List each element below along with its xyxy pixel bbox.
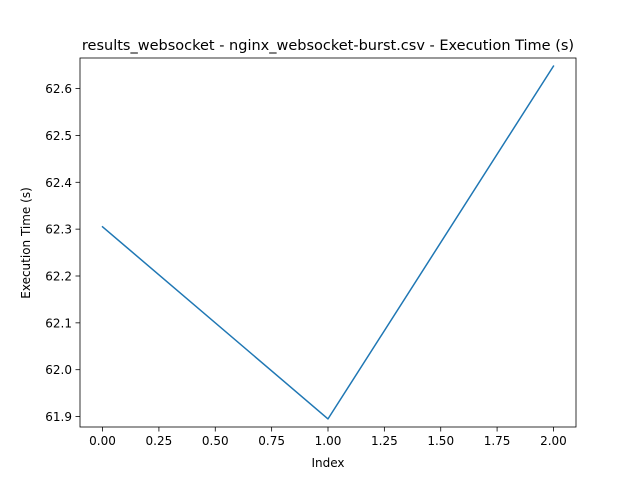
y-tick-label: 62.1 [45,316,72,330]
x-tick-label: 1.50 [427,434,454,448]
x-tick-label: 1.25 [371,434,398,448]
plot-frame [79,57,577,428]
y-tick-label: 62.4 [45,176,72,190]
x-tick-label: 0.75 [258,434,285,448]
x-tick-label: 0.50 [202,434,229,448]
plot-area: 0.00 0.25 0.50 0.75 1.00 1.25 1.50 1.75 2.00 61.9… [45,57,577,448]
y-tick-label: 62.5 [45,129,72,143]
x-tick-label: 0.00 [89,434,116,448]
y-tick-label: 62.6 [45,82,72,96]
x-tick-label: 1.75 [484,434,511,448]
x-axis-label: Index [311,456,344,470]
x-tick-label: 0.25 [146,434,173,448]
x-tick-label: 2.00 [540,434,567,448]
chart-title: results_websocket - nginx_websocket-burs… [82,38,574,54]
x-tick-label: 1.00 [315,434,342,448]
y-tick-label: 62.2 [45,269,72,283]
y-tick-label: 62.3 [45,223,72,237]
y-tick-label: 61.9 [45,410,72,424]
series-line-0 [101,65,555,420]
y-axis-label: Execution Time (s) [19,187,33,299]
y-tick-label: 62.0 [45,363,72,377]
